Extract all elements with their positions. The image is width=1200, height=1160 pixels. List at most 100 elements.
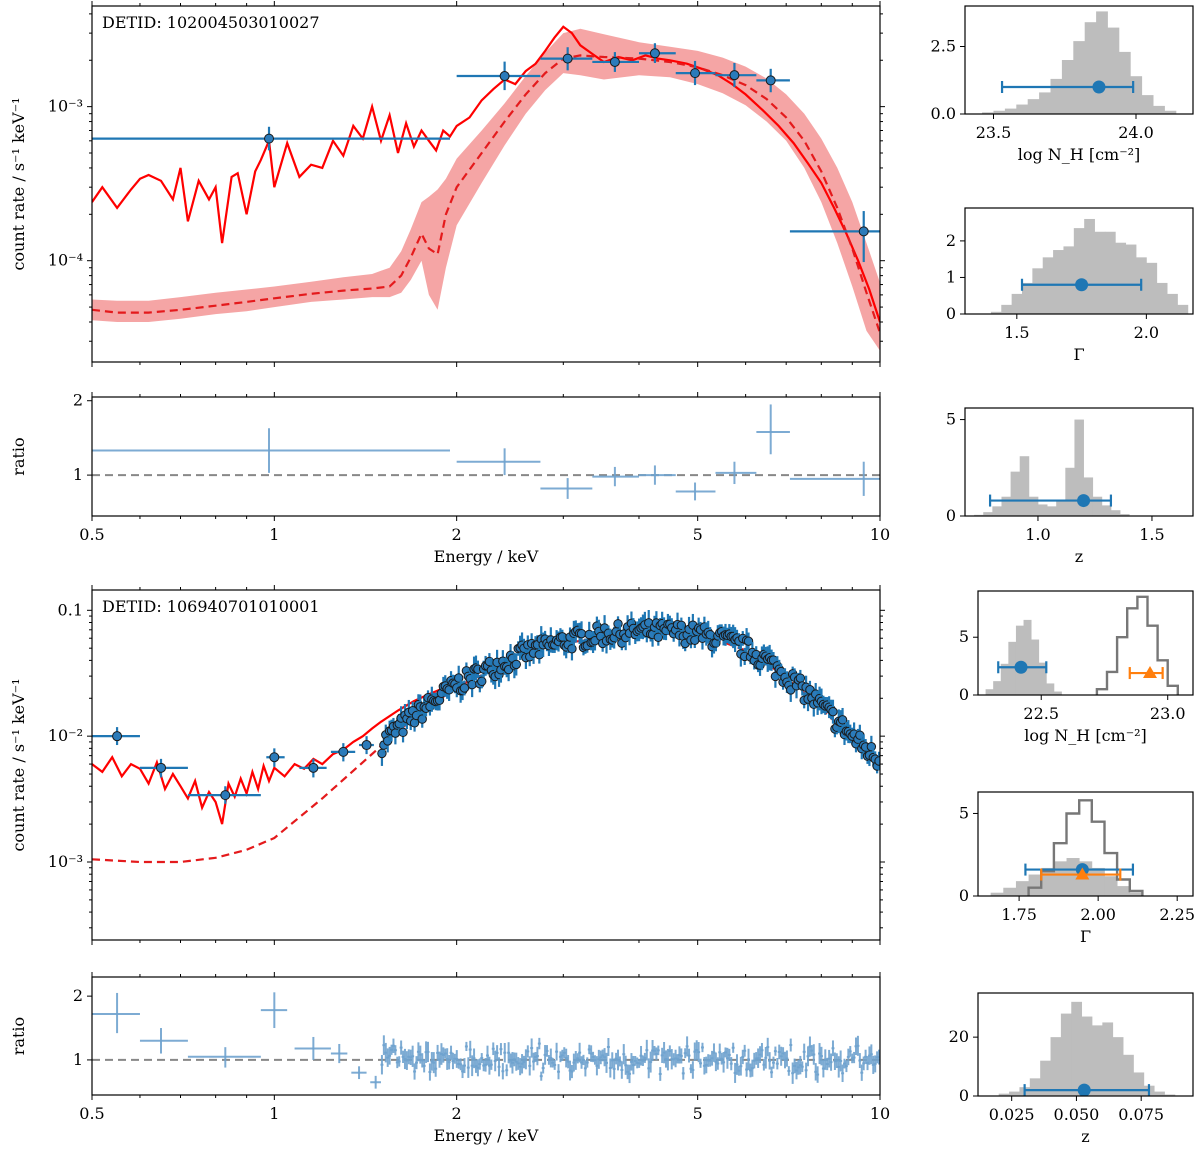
y-tick-label: 2 [73, 391, 83, 410]
data-point [398, 727, 408, 738]
x-tick-label: 2 [452, 1104, 462, 1123]
histogram-bar [1001, 496, 1011, 516]
histogram-bar [1084, 218, 1095, 314]
posterior-median-marker [1077, 1083, 1091, 1096]
data-point [837, 715, 848, 725]
histogram-bar [1130, 76, 1143, 114]
axes-frame [964, 5, 1194, 115]
histogram-bar [1060, 1013, 1072, 1096]
x-tick-label: 0.025 [989, 1105, 1035, 1124]
x-tick-label: 2 [452, 525, 462, 544]
histogram-bar [992, 506, 1002, 516]
histogram-bar [1050, 1037, 1062, 1096]
histogram-bar [1164, 1094, 1176, 1096]
axes-ratio1: 0.5 1 2 5 10 1 2 Energy / keV ratio [9, 391, 890, 566]
data-point [609, 56, 620, 67]
x-tick-label: 1 [269, 1104, 279, 1123]
x-tick-label: 0.5 [79, 1104, 104, 1123]
panel-title: DETID: 106940701010001 [102, 597, 320, 616]
panel-title: DETID: 102004503010027 [102, 13, 320, 32]
y-tick-label: 10⁻² [48, 726, 83, 745]
histogram-bar [1008, 641, 1017, 695]
x-axis-label: Energy / keV [434, 547, 539, 566]
histogram-bar [1022, 282, 1033, 314]
plot-spec2 [92, 610, 880, 864]
axes-ratio2: 0.5 1 2 5 10 1 2 Energy / keV ratio [9, 972, 890, 1145]
histogram-bar [1123, 1054, 1134, 1096]
plot-hist_nh2 [985, 595, 1179, 695]
x-axis-label: log N_H [cm⁻²] [1024, 726, 1147, 745]
histogram-bar [1046, 683, 1055, 695]
y-axis-label: ratio [9, 437, 28, 475]
plot-spec1 [92, 25, 880, 351]
model-dashed-line [92, 54, 880, 334]
y-axis-label: count rate / s⁻¹ keV⁻¹ [9, 678, 28, 851]
y-axis-label: ratio [9, 1017, 28, 1055]
histogram-bar [1016, 104, 1029, 114]
y-axis-label: count rate / s⁻¹ keV⁻¹ [9, 97, 28, 270]
axes-frame [91, 976, 881, 1096]
x-tick-label: 23.5 [976, 123, 1012, 142]
data-point [477, 676, 487, 687]
histogram-bar [1084, 22, 1097, 114]
histogram-bar [1177, 304, 1189, 314]
axes-hist_gamma1: 1.5 2.0 0 1 2 Γ [946, 207, 1194, 364]
histogram-bar [983, 512, 993, 516]
axes-frame [91, 5, 881, 363]
histogram-bar [993, 110, 1006, 114]
axes-hist_nh2: 22.5 23.0 0 5 log N_H [cm⁻²] [959, 590, 1194, 745]
axes-hist_z1: 1.0 1.5 0 5 z [946, 407, 1194, 566]
histogram-bar [1153, 105, 1165, 114]
data-point [511, 659, 521, 670]
histogram-bar [1011, 293, 1023, 314]
x-tick-label: 0.075 [1118, 1105, 1164, 1124]
data-point [567, 644, 577, 654]
x-tick-label: 0.5 [79, 525, 104, 544]
histogram-step [1027, 799, 1144, 896]
y-tick-label: 0 [946, 304, 956, 323]
data-point [112, 731, 123, 742]
data-point [828, 706, 838, 717]
x-tick-label: 5 [693, 1104, 703, 1123]
histogram-step [1095, 595, 1179, 695]
histogram-bar [1156, 282, 1168, 314]
y-tick-label: 0 [959, 886, 969, 905]
histogram-bar [1037, 504, 1048, 516]
x-tick-label: 10 [870, 1104, 890, 1123]
y-tick-label: 1 [73, 1050, 83, 1069]
histogram-bar [1015, 625, 1024, 695]
histogram-bar [1053, 250, 1064, 314]
x-axis-label: Γ [1073, 345, 1084, 364]
histogram-bar [1050, 78, 1063, 114]
histogram-bar [1154, 1091, 1165, 1096]
data-point [264, 133, 275, 144]
axes-frame [977, 791, 1194, 897]
axes-frame [964, 407, 1194, 517]
plot-ratio2 [92, 992, 880, 1089]
histogram-bar [1073, 228, 1085, 314]
axes-frame [91, 589, 881, 941]
x-tick-label: 10 [870, 525, 890, 544]
posterior-median-marker [1075, 278, 1089, 292]
y-tick-label: 20 [949, 1027, 969, 1046]
histogram-bar [1028, 496, 1039, 516]
histogram-bar [1094, 231, 1106, 314]
histogram-bar [1102, 1022, 1114, 1096]
histogram-bar [1107, 27, 1120, 114]
y-tick-label: 0 [959, 685, 969, 704]
data-point [269, 752, 280, 763]
histogram-bar [1027, 99, 1040, 114]
histogram-bar [1039, 92, 1051, 114]
data-point [156, 762, 167, 773]
histogram-bar [1038, 662, 1047, 695]
data-point [729, 70, 740, 81]
histogram-bar [1063, 246, 1075, 314]
histogram-bar [1091, 867, 1105, 896]
data-point [499, 71, 510, 82]
plot-hist_z1 [974, 419, 1130, 516]
histogram-bar [1112, 1037, 1124, 1096]
x-axis-label: log N_H [cm⁻²] [1018, 145, 1141, 164]
y-tick-label: 10⁻³ [48, 97, 83, 116]
histogram-bar [1053, 691, 1062, 695]
